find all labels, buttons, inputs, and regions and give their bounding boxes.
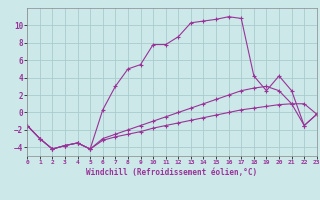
X-axis label: Windchill (Refroidissement éolien,°C): Windchill (Refroidissement éolien,°C) xyxy=(86,168,258,177)
